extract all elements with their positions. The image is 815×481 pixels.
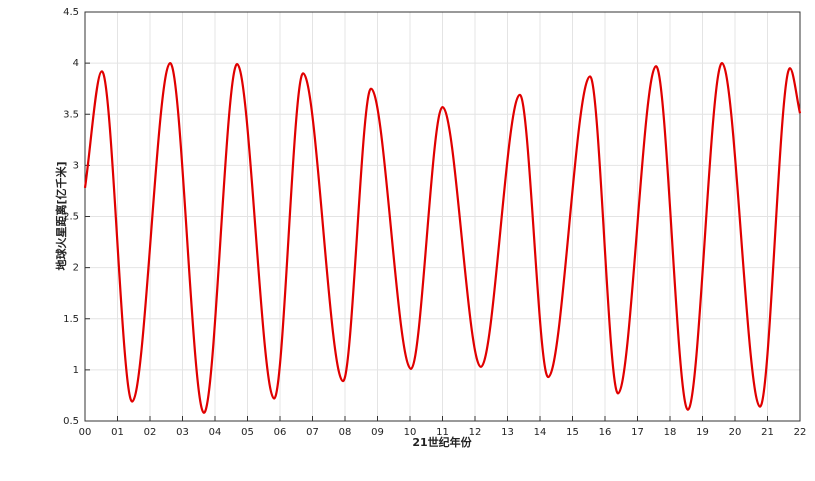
y-tick-label: 2.5 xyxy=(63,212,79,223)
x-tick-label: 12 xyxy=(469,427,482,438)
x-tick-label: 17 xyxy=(631,427,644,438)
x-tick-label: 06 xyxy=(274,427,287,438)
y-axis-label: 地球火星距离[亿千米] xyxy=(54,161,68,270)
x-tick-label: 22 xyxy=(794,427,807,438)
x-tick-label: 00 xyxy=(79,427,92,438)
plot-frame xyxy=(84,11,801,422)
x-tick-label: 10 xyxy=(404,427,417,438)
x-tick-label: 02 xyxy=(144,427,157,438)
x-tick-label: 07 xyxy=(306,427,319,438)
x-tick-label: 14 xyxy=(534,427,547,438)
y-tick-label: 3 xyxy=(73,160,79,171)
x-tick-label: 13 xyxy=(501,427,514,438)
x-tick-label: 03 xyxy=(176,427,189,438)
y-tick-label: 1.5 xyxy=(63,314,79,325)
x-tick-label: 19 xyxy=(696,427,709,438)
x-tick-label: 18 xyxy=(664,427,677,438)
x-tick-label: 16 xyxy=(599,427,612,438)
x-tick-label: 11 xyxy=(436,427,449,438)
y-tick-label: 4 xyxy=(73,58,79,69)
y-tick-label: 1 xyxy=(73,365,79,376)
x-tick-label: 09 xyxy=(371,427,384,438)
data-line xyxy=(83,62,802,414)
x-tick-label: 20 xyxy=(729,427,742,438)
y-tick-label: 3.5 xyxy=(63,109,79,120)
y-tick-label: 4.5 xyxy=(63,7,79,18)
x-tick-label: 08 xyxy=(339,427,352,438)
y-tick-label: 2 xyxy=(73,263,79,274)
x-tick-label: 01 xyxy=(111,427,124,438)
x-tick-label: 21 xyxy=(761,427,774,438)
x-axis-label: 21世纪年份 xyxy=(412,435,472,449)
x-tick-label: 05 xyxy=(241,427,254,438)
y-tick-label: 0.5 xyxy=(63,416,79,427)
x-tick-label: 04 xyxy=(209,427,222,438)
x-tick-label: 15 xyxy=(566,427,579,438)
